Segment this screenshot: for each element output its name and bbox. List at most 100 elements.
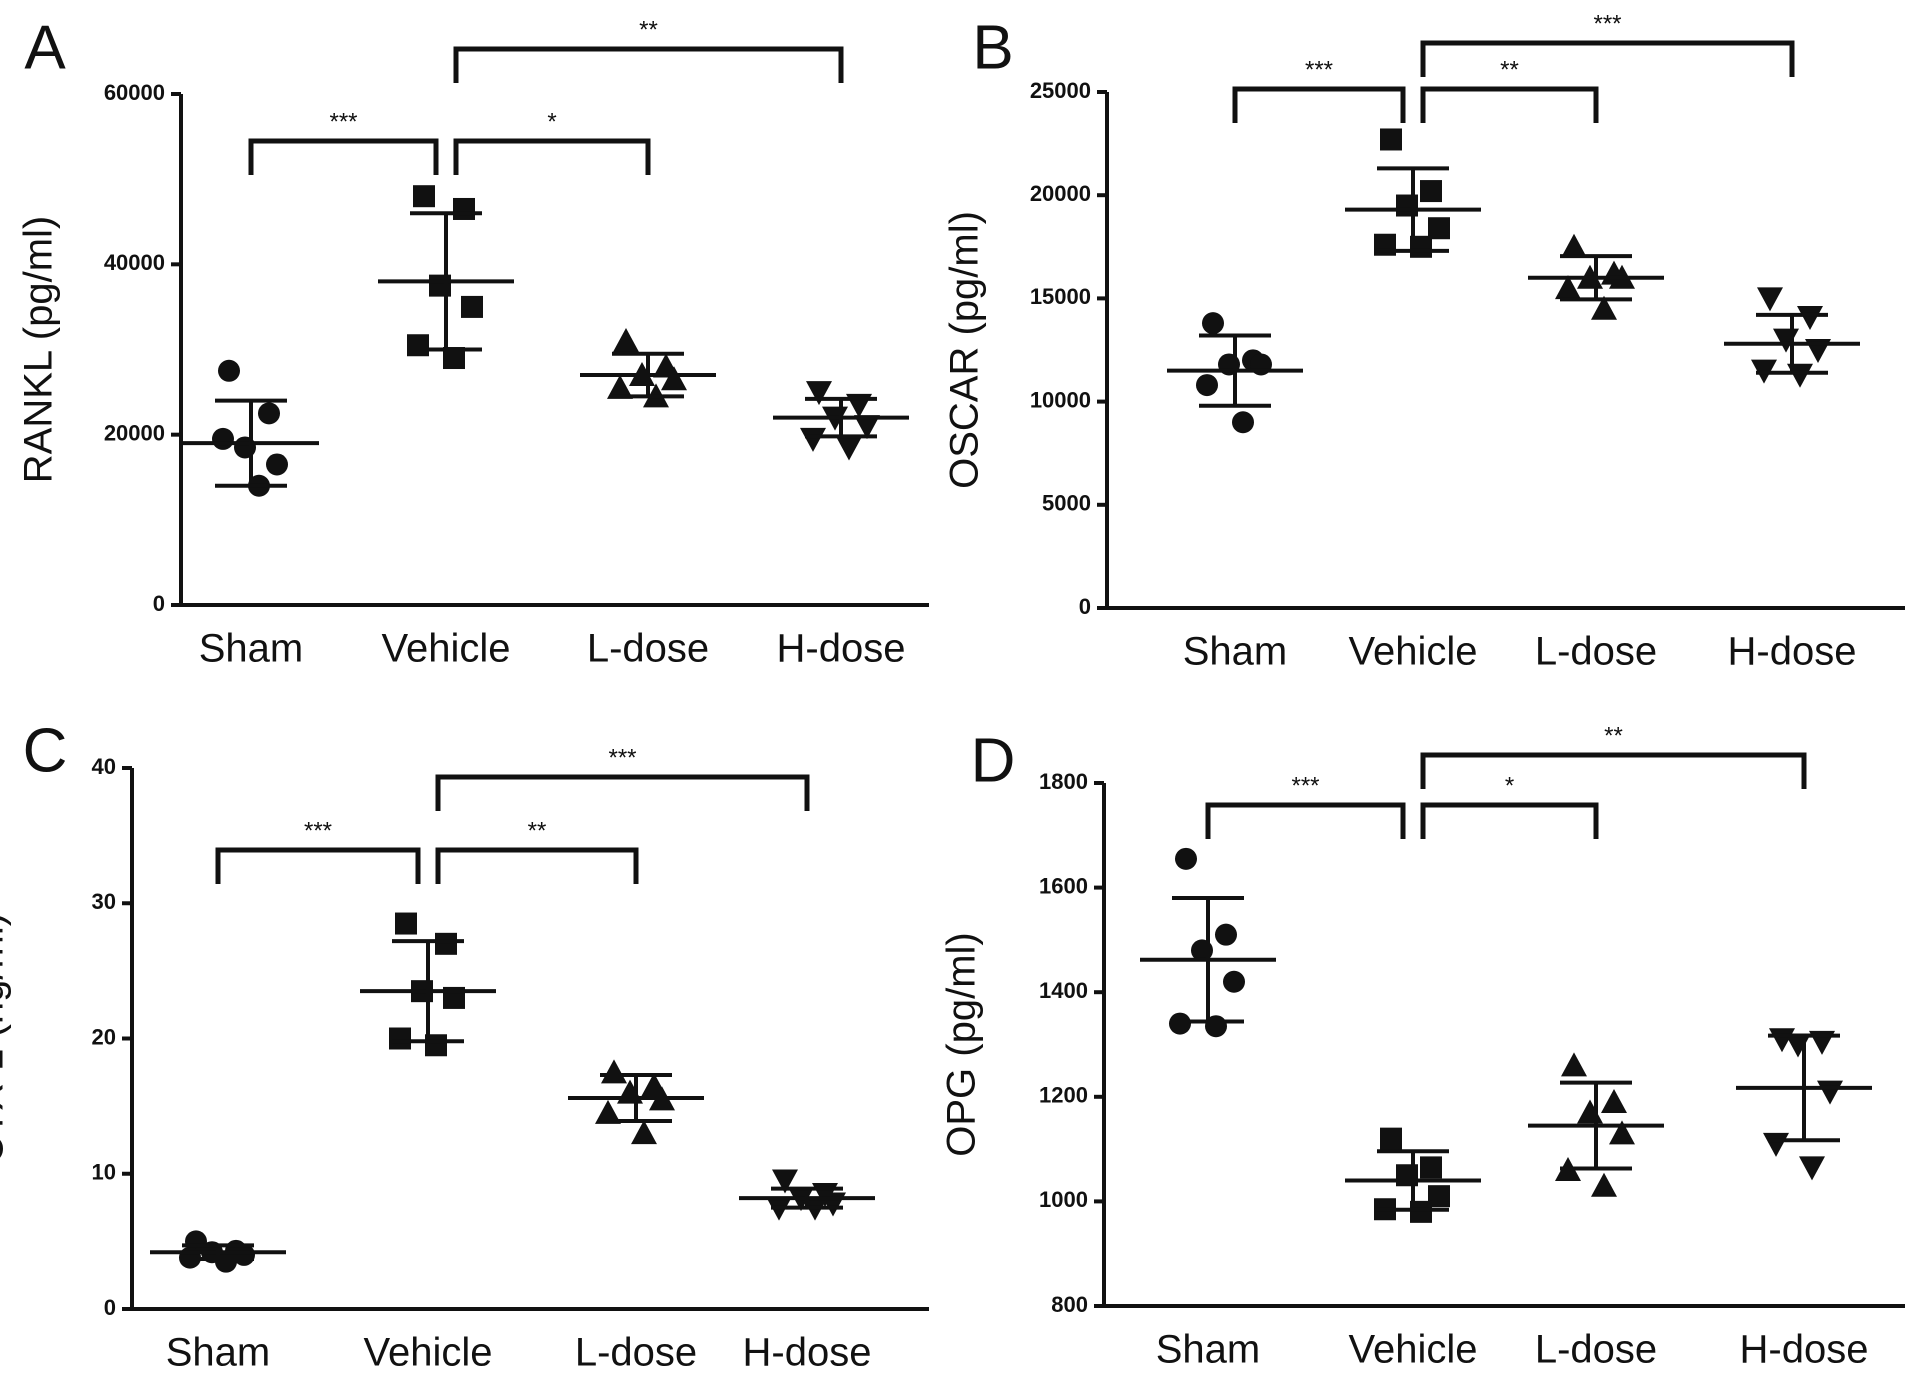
significance-bracket — [1420, 40, 1795, 77]
data-point — [595, 1099, 621, 1124]
data-point — [1757, 287, 1783, 312]
significance-bracket — [435, 774, 810, 811]
x-tick-label: Sham — [199, 627, 304, 671]
data-point — [453, 197, 475, 220]
significance-label: * — [1505, 772, 1514, 799]
data-point — [1169, 1012, 1191, 1035]
significance-label: ** — [1500, 56, 1519, 83]
significance-bracket — [435, 847, 639, 884]
data-point — [806, 381, 832, 406]
y-tick-label: 1200 — [1039, 1083, 1088, 1108]
x-tick-label: Sham — [1156, 1328, 1261, 1372]
data-point — [1420, 180, 1442, 203]
data-point — [1797, 305, 1823, 330]
data-point — [631, 1120, 657, 1145]
data-point — [1428, 217, 1450, 240]
y-tick-label: 800 — [1051, 1292, 1088, 1317]
data-point — [601, 1059, 627, 1084]
x-tick-label: L-dose — [1535, 1328, 1657, 1372]
y-tick-label: 1000 — [1039, 1187, 1088, 1212]
y-tick-label: 10000 — [1030, 387, 1091, 412]
y-tick-label: 1400 — [1039, 978, 1088, 1003]
significance-bracket — [1420, 86, 1599, 123]
y-axis-label: OPG (pg/ml) — [940, 932, 984, 1156]
significance-label: *** — [1291, 772, 1319, 799]
data-point — [1175, 847, 1197, 870]
data-point — [1799, 1156, 1825, 1181]
data-point — [1380, 128, 1402, 151]
data-point — [413, 185, 435, 208]
data-point — [1420, 1156, 1442, 1179]
x-tick-label: Vehicle — [1349, 630, 1478, 674]
data-point — [1223, 970, 1245, 993]
data-point — [613, 327, 639, 352]
y-tick-label: 0 — [104, 1295, 116, 1320]
data-point — [1561, 233, 1587, 258]
x-tick-label: H-dose — [1728, 630, 1857, 674]
data-point — [1232, 411, 1254, 434]
data-point — [407, 334, 429, 357]
data-point — [1196, 374, 1218, 397]
data-point — [1591, 1172, 1617, 1197]
x-tick-label: Sham — [166, 1331, 271, 1375]
data-point — [266, 453, 288, 476]
y-tick-label: 10 — [92, 1160, 116, 1185]
panel-letter: D — [971, 726, 1016, 795]
significance-bracket — [215, 847, 421, 884]
data-point — [836, 436, 862, 461]
significance-label: *** — [1305, 56, 1333, 83]
data-point — [1555, 275, 1581, 300]
y-tick-label: 5000 — [1042, 491, 1091, 516]
y-tick-label: 1600 — [1039, 873, 1088, 898]
data-point — [1380, 1127, 1402, 1150]
data-point — [1561, 1052, 1587, 1077]
y-tick-label: 20 — [92, 1024, 116, 1049]
x-tick-label: H-dose — [777, 627, 906, 671]
significance-label: ** — [1604, 722, 1623, 749]
data-point — [1577, 1099, 1603, 1124]
x-tick-label: H-dose — [1740, 1328, 1869, 1372]
panel-letter: C — [23, 716, 68, 785]
data-point — [1609, 1120, 1635, 1145]
data-point — [607, 374, 633, 399]
significance-bracket — [1205, 802, 1406, 839]
x-tick-label: Vehicle — [382, 627, 511, 671]
data-point — [1410, 1200, 1432, 1223]
data-point — [215, 1250, 237, 1273]
y-axis-label: OSCAR (pg/ml) — [943, 211, 987, 489]
y-tick-label: 60000 — [104, 80, 165, 105]
data-point — [1591, 295, 1617, 320]
x-tick-label: L-dose — [587, 627, 709, 671]
y-tick-label: 25000 — [1030, 78, 1091, 103]
significance-bracket — [453, 46, 844, 83]
data-point — [1763, 1132, 1789, 1157]
significance-label: *** — [329, 108, 357, 135]
data-point — [1601, 1089, 1627, 1114]
data-point — [461, 295, 483, 318]
significance-label: ** — [639, 16, 658, 43]
data-point — [435, 932, 457, 955]
data-point — [258, 402, 280, 425]
x-tick-label: L-dose — [1535, 630, 1657, 674]
data-point — [443, 347, 465, 370]
data-point — [661, 366, 687, 391]
y-tick-label: 20000 — [104, 420, 165, 445]
panel-letter: B — [972, 13, 1013, 82]
y-tick-label: 30 — [92, 889, 116, 914]
x-tick-label: H-dose — [743, 1331, 872, 1375]
significance-bracket — [248, 138, 439, 175]
x-tick-label: Sham — [1183, 630, 1288, 674]
y-tick-label: 1800 — [1039, 769, 1088, 794]
data-point — [772, 1169, 798, 1194]
data-point — [1773, 328, 1799, 353]
significance-bracket — [453, 138, 651, 175]
significance-label: *** — [304, 817, 332, 844]
y-axis-label: RANKL (pg/ml) — [17, 216, 61, 483]
data-point — [1202, 312, 1224, 335]
data-point — [389, 1027, 411, 1050]
y-tick-label: 40 — [92, 754, 116, 779]
y-tick-label: 15000 — [1030, 284, 1091, 309]
significance-bracket — [1420, 752, 1807, 789]
data-point — [395, 912, 417, 935]
